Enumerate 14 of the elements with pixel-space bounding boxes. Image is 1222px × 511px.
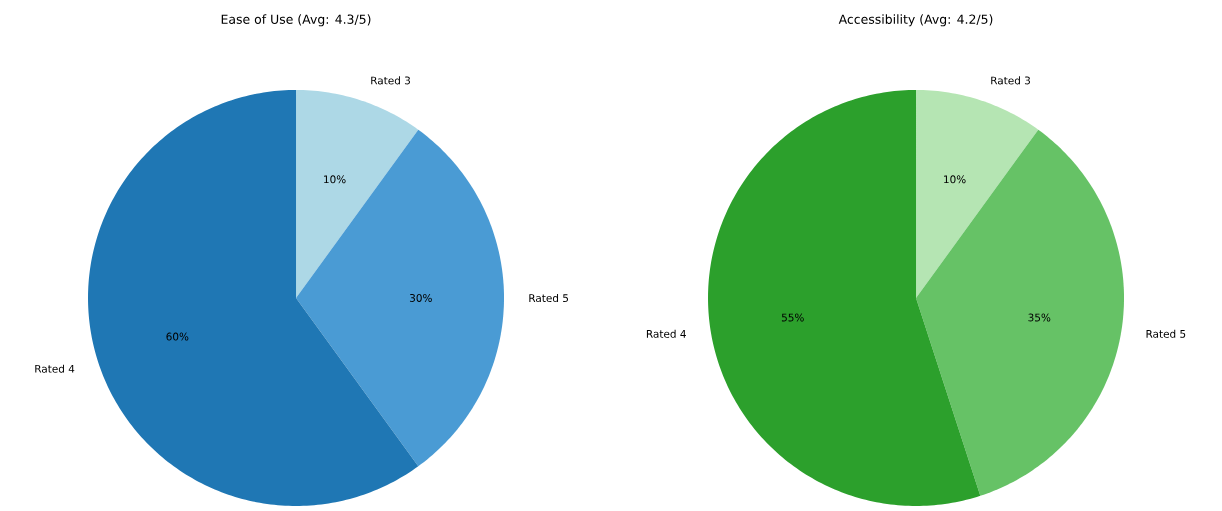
slice-label: Rated 3: [371, 76, 410, 85]
chart-title: Accessibility (Avg: 4.2/5): [838, 14, 993, 27]
chart-title: Ease of Use (Avg: 4.3/5): [221, 14, 371, 27]
slice-label: Rated 3: [991, 76, 1030, 85]
slice-label: Rated 5: [1146, 329, 1186, 338]
data-label: 35%: [1028, 313, 1051, 322]
slice-label: Rated 5: [529, 293, 569, 303]
slice-label: Rated 4: [646, 329, 686, 338]
slice-label: Rated 4: [35, 364, 75, 373]
data-label: 55%: [781, 313, 804, 322]
data-label: 10%: [944, 175, 966, 184]
data-label: 30%: [409, 294, 432, 302]
data-label: 60%: [166, 332, 189, 341]
data-label: 10%: [324, 175, 346, 184]
